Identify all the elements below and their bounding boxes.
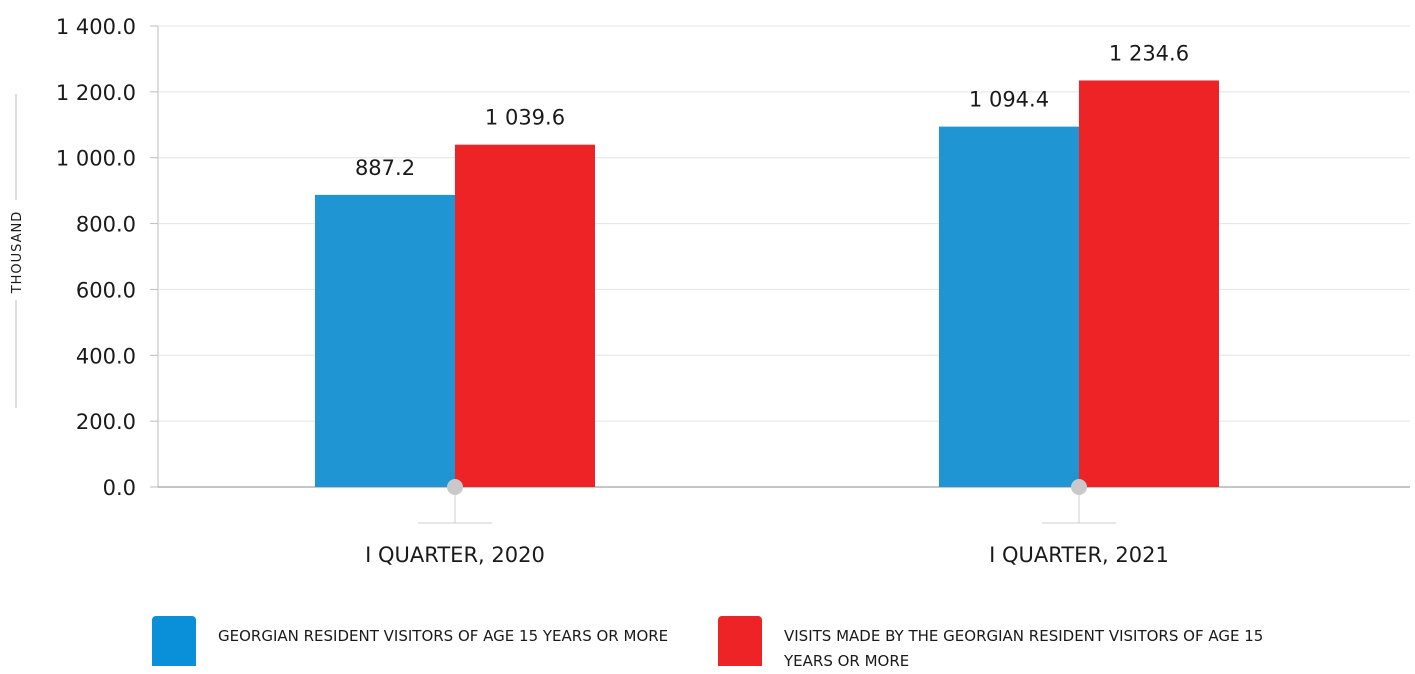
legend-item-2: VISITS MADE BY THE GEORGIAN RESIDENT VIS…	[718, 616, 1314, 674]
legend-swatch-2	[718, 616, 762, 666]
category-label-2: I QUARTER, 2021	[989, 543, 1169, 567]
data-label-1-2: 1 094.4	[969, 88, 1049, 112]
legend-item-1: GEORGIAN RESIDENT VISITORS OF AGE 15 YEA…	[152, 616, 678, 666]
legend-label-2: VISITS MADE BY THE GEORGIAN RESIDENT VIS…	[784, 627, 1264, 670]
y-tick-label-4: 800.0	[76, 213, 136, 237]
y-tick-label-0: 0.0	[103, 476, 136, 500]
category-marker-1	[447, 479, 463, 495]
data-label-1-1: 887.2	[355, 156, 415, 180]
data-label-2-1: 1 039.6	[485, 106, 565, 130]
y-tick-label-7: 1 400.0	[56, 15, 136, 39]
bar-chart: THOUSAND 0.0 200.0 400.0 600.0 800.0 1 000.0 1…	[10, 15, 1410, 567]
y-tick-label-6: 1 200.0	[56, 81, 136, 105]
bars	[315, 80, 1219, 488]
y-tick-label-1: 200.0	[76, 410, 136, 434]
bar-2-1	[455, 144, 595, 488]
y-axis-label: THOUSAND	[10, 211, 25, 295]
y-tick-labels: 0.0 200.0 400.0 600.0 800.0 1 000.0 1 200.0 1 4…	[56, 15, 136, 500]
bar-2-2	[1079, 80, 1219, 487]
bar-1-1	[315, 194, 455, 487]
category-label-1: I QUARTER, 2020	[365, 543, 545, 567]
data-label-2-2: 1 234.6	[1109, 41, 1189, 65]
y-tick-label-5: 1 000.0	[56, 147, 136, 171]
legend-label-1: GEORGIAN RESIDENT VISITORS OF AGE 15 YEA…	[218, 627, 669, 645]
bar-1-2	[939, 126, 1079, 488]
data-labels: 887.2 1 039.6 1 094.4 1 234.6	[355, 41, 1189, 179]
category-axis: I QUARTER, 2020 I QUARTER, 2021	[365, 479, 1169, 567]
legend-swatch-1	[152, 616, 196, 666]
y-tick-label-3: 600.0	[76, 278, 136, 302]
category-marker-2	[1071, 479, 1087, 495]
y-tick-label-2: 400.0	[76, 344, 136, 368]
